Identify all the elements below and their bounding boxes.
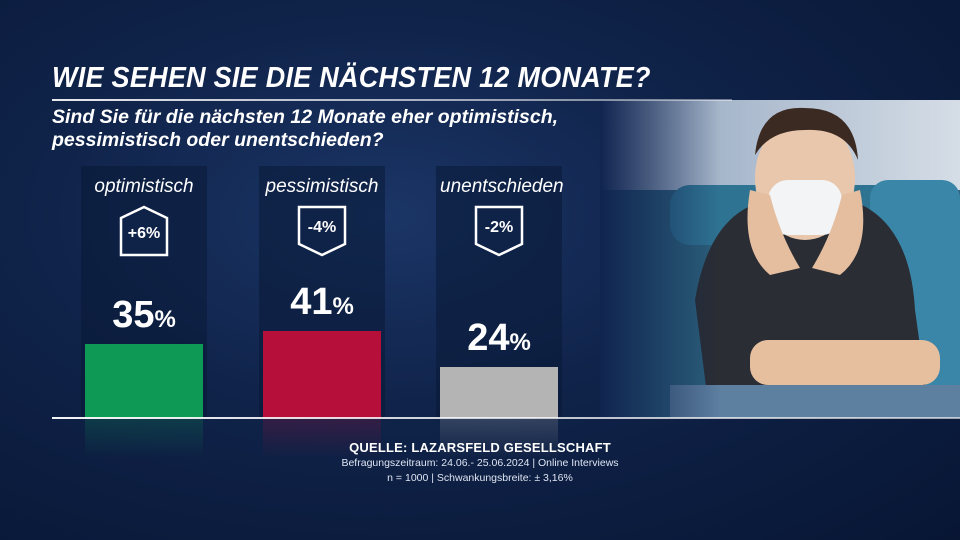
- title-divider: [52, 99, 732, 101]
- bar-unentschieden: [440, 367, 558, 418]
- chart-baseline: [52, 417, 960, 419]
- category-label-unentschieden: unentschieden: [440, 176, 564, 197]
- page-subtitle: Sind Sie für die nächsten 12 Monate eher…: [52, 106, 559, 151]
- page-title: WIE SEHEN SIE DIE NÄCHSTEN 12 MONATE?: [52, 62, 651, 94]
- survey-period: Befragungszeitraum: 24.06.- 25.06.2024 |…: [341, 457, 619, 469]
- category-label-pessimistisch: pessimistisch: [265, 176, 379, 197]
- bar-optimistisch: [85, 344, 203, 418]
- data-label-unentschieden: 24%: [467, 317, 531, 359]
- bar-pessimistisch: [263, 331, 381, 418]
- change-badge-optimistisch: +6%: [119, 205, 169, 257]
- bar-reflection-optimistisch: [85, 419, 203, 459]
- arrow-up-badge-icon: [119, 205, 169, 257]
- bar-reflection-pessimistisch: [263, 419, 381, 459]
- source-label: QUELLE: LAZARSFELD GESELLSCHAFT: [349, 440, 611, 455]
- category-label-optimistisch: optimistisch: [94, 176, 194, 197]
- photo-fade-overlay: [600, 100, 720, 418]
- arrow-down-badge-icon: [297, 205, 347, 257]
- data-label-pessimistisch: 41%: [290, 281, 354, 323]
- change-badge-unentschieden: -2%: [474, 205, 524, 257]
- change-badge-pessimistisch: -4%: [297, 205, 347, 257]
- change-value: +6%: [127, 225, 161, 242]
- data-label-optimistisch: 35%: [112, 294, 176, 336]
- bar-reflection-unentschieden: [440, 419, 558, 459]
- change-value: -4%: [307, 219, 337, 236]
- arrow-down-badge-icon: [474, 205, 524, 257]
- change-value: -2%: [484, 219, 514, 236]
- sample-size: n = 1000 | Schwankungsbreite: ± 3,16%: [387, 472, 573, 484]
